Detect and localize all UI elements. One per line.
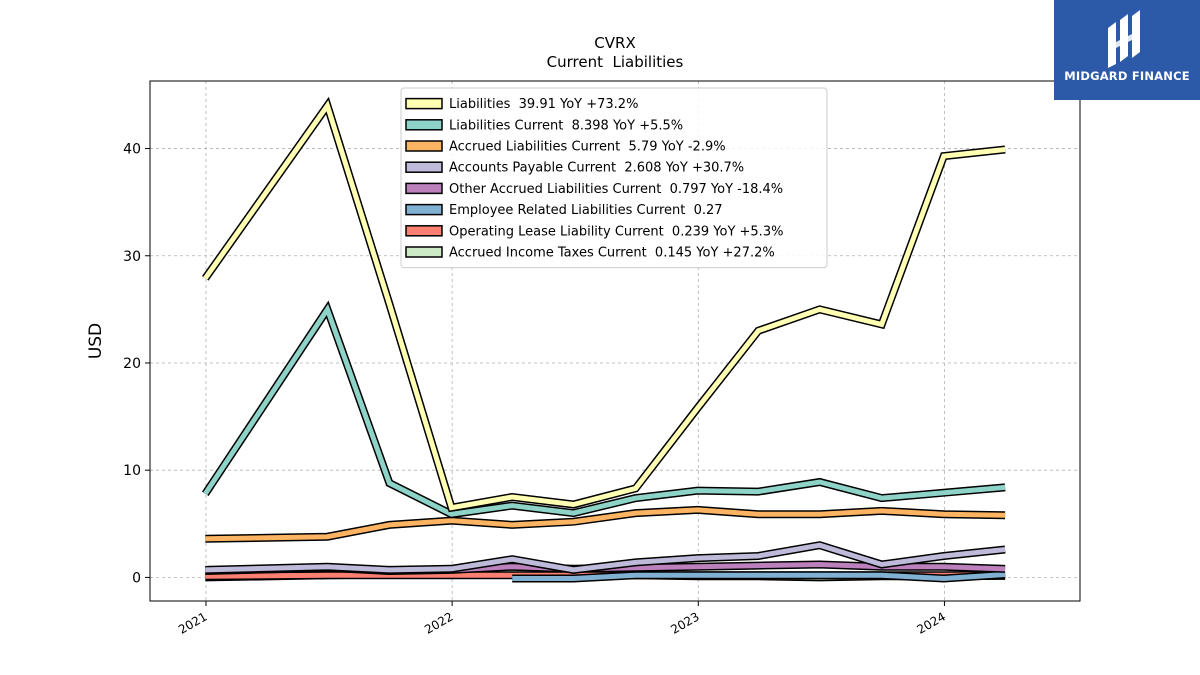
legend-swatch: [405, 203, 443, 216]
series-line: [205, 541, 1006, 574]
legend-label: Accounts Payable Current 2.608 YoY +30.7…: [449, 161, 744, 176]
legend-swatch: [405, 119, 443, 131]
y-tick-label: 40: [123, 142, 141, 158]
x-tick-label: 2022: [422, 609, 455, 636]
x-tick-label: 2024: [914, 609, 947, 636]
series-stroke: [203, 303, 1006, 517]
legend-label: Accrued Income Taxes Current 0.145 YoY +…: [449, 246, 775, 261]
legend-item: Accrued Liabilities Current 5.79 YoY -2.…: [405, 140, 726, 155]
x-tick-label: 2021: [176, 609, 209, 636]
legend-label: Liabilities 39.91 YoY +73.2%: [449, 97, 638, 112]
series-stroke: [203, 100, 1006, 511]
legend-item: Accrued Income Taxes Current 0.145 YoY +…: [405, 246, 775, 261]
legend-swatch: [405, 161, 443, 173]
legend-swatch: [405, 246, 443, 258]
brand-logo: MIDGARD FINANCE: [1054, 0, 1200, 100]
legend-swatch: [405, 182, 443, 195]
y-tick-label: 10: [123, 463, 141, 479]
legend-swatch: [405, 97, 443, 110]
legend-item: Liabilities Current 8.398 YoY +5.5%: [405, 118, 683, 133]
series-line: [201, 300, 1006, 519]
legend-item: Accounts Payable Current 2.608 YoY +30.7…: [405, 161, 744, 176]
midgard-logo-icon: [1108, 10, 1140, 68]
chart-subtitle: Current Liabilities: [547, 53, 684, 71]
series-line: [205, 505, 1006, 543]
series-line: [202, 96, 1006, 513]
series-stroke: [205, 542, 1006, 573]
brand-name: MIDGARD FINANCE: [1064, 69, 1190, 83]
chart-title: CVRX: [594, 34, 635, 52]
legend-item: Employee Related Liabilities Current 0.2…: [405, 203, 723, 218]
series-outline: [201, 300, 1006, 519]
legend-swatch: [405, 225, 443, 237]
x-tick-label: 2023: [668, 609, 701, 636]
legend-label: Liabilities Current 8.398 YoY +5.5%: [449, 118, 683, 133]
legend-item: Other Accrued Liabilities Current 0.797 …: [405, 182, 783, 197]
legend-box: [400, 87, 828, 269]
plot-frame: [149, 80, 1081, 602]
series-lines: [201, 96, 1006, 583]
legend-label: Employee Related Liabilities Current 0.2…: [449, 203, 723, 218]
legend-swatch: [405, 140, 443, 152]
y-tick-label: 0: [132, 570, 141, 586]
legend-label: Accrued Liabilities Current 5.79 YoY -2.…: [449, 140, 726, 155]
legend: Liabilities 39.91 YoY +73.2% Liabilities …: [400, 87, 828, 269]
legend-label: Operating Lease Liability Current 0.239 …: [449, 224, 783, 239]
y-tick-label: 20: [123, 356, 141, 372]
series-line: [512, 570, 1006, 583]
legend-item: Liabilities 39.91 YoY +73.2%: [405, 97, 638, 112]
series-stroke: [205, 507, 1006, 542]
y-tick-label: 30: [123, 249, 141, 265]
series-stroke: [512, 572, 1006, 582]
y-axis-label: USD: [86, 323, 106, 359]
legend-item: Operating Lease Liability Current 0.239 …: [405, 224, 783, 239]
legend-label: Other Accrued Liabilities Current 0.797 …: [449, 182, 783, 197]
